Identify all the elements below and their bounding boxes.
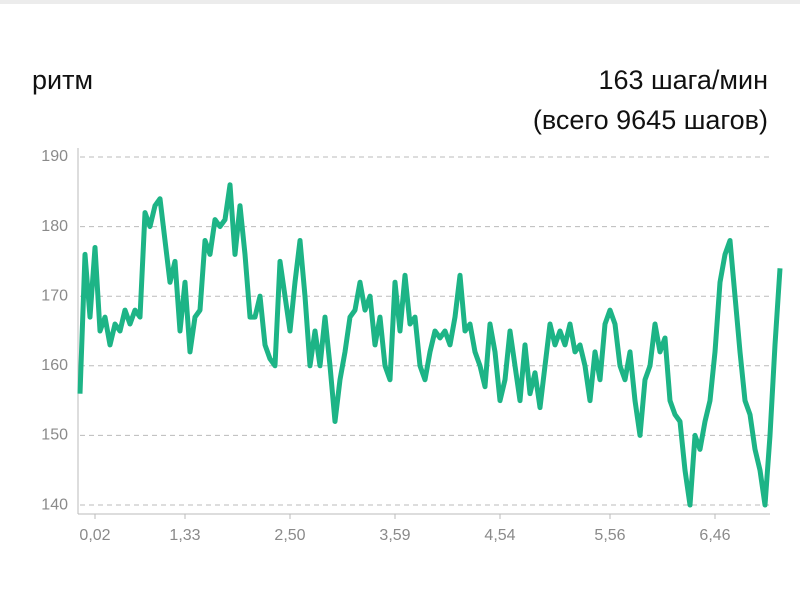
- x-tick-label: 0,02: [79, 527, 110, 544]
- top-bar: [0, 0, 800, 4]
- y-tick-label: 180: [41, 218, 68, 235]
- x-tick-label: 6,46: [699, 527, 730, 544]
- x-tick-label: 5,56: [594, 527, 625, 544]
- x-tick-label: 1,33: [169, 527, 200, 544]
- y-tick-label: 170: [41, 287, 68, 304]
- annotation: (всего 9645 шагов): [533, 105, 768, 135]
- cadence-line: [77, 182, 783, 508]
- y-tick-label: 140: [41, 496, 68, 513]
- y-tick-label: 190: [41, 148, 68, 165]
- y-tick-label: 150: [41, 427, 68, 444]
- x-tick-label: 4,54: [484, 527, 515, 544]
- chart-subtitle: 163 шага/мин: [598, 65, 768, 95]
- chart-title: ритм: [32, 65, 93, 95]
- x-tick-label: 2,50: [274, 527, 305, 544]
- x-tick-label: 3,59: [379, 527, 410, 544]
- y-tick-label: 160: [41, 357, 68, 374]
